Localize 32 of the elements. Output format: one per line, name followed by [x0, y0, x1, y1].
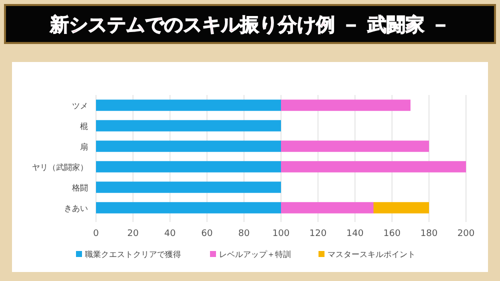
y-tick-label: 棍: [80, 122, 88, 131]
x-tick-label: 100: [272, 229, 290, 239]
bar: [96, 182, 281, 193]
x-tick-label: 80: [238, 229, 250, 239]
x-tick-label: 180: [420, 229, 438, 239]
x-tick-label: 200: [457, 229, 475, 239]
y-tick-label: きあい: [64, 204, 88, 213]
x-tick-label: 120: [309, 229, 327, 239]
chart-title: 新システムでのスキル振り分け例 － 武闘家 －: [49, 14, 450, 36]
y-tick-label: ヤリ（武闘家）: [32, 162, 88, 172]
y-tick-label: 格闘: [71, 183, 88, 192]
bar: [281, 161, 466, 172]
bar: [374, 202, 429, 214]
x-tick-label: 60: [201, 229, 213, 239]
x-tick-label: 140: [346, 229, 364, 239]
bar: [96, 100, 281, 111]
x-tick-label: 0: [93, 229, 100, 239]
x-tick-label: 20: [127, 229, 139, 239]
bar: [96, 140, 281, 152]
bar: [281, 100, 410, 111]
y-tick-label: 扇: [80, 142, 88, 152]
legend-label: レベルアップ＋特訓: [219, 250, 291, 259]
y-tick-label: ツメ: [72, 101, 88, 110]
bar: [281, 202, 374, 214]
x-tick-label: 160: [383, 229, 401, 239]
x-tick-label: 40: [164, 229, 176, 239]
legend-label: 職業クエストクリアで獲得: [85, 250, 181, 259]
bar: [96, 120, 281, 132]
bar: [96, 161, 281, 172]
bar: [96, 202, 281, 214]
bar: [281, 140, 429, 152]
legend-label: マスタースキルポイント: [328, 250, 416, 259]
